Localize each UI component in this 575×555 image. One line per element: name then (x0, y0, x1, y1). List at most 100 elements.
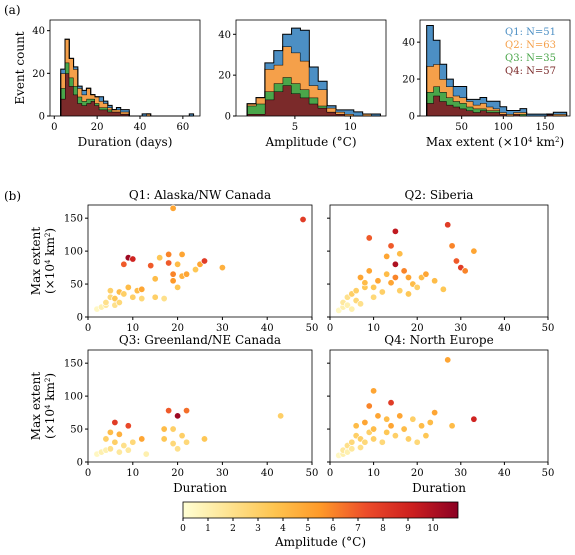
scatter-point (178, 432, 186, 440)
scatter-point (115, 299, 123, 307)
y-tick-label: 0 (77, 458, 83, 469)
panel-label-b: (b) (4, 189, 21, 203)
amplitude-histogram: 5 10 0 20 40 Amplitude (°C) (218, 19, 387, 149)
legend-entry-q3: Q3: N=35 (505, 53, 556, 64)
scatter-point (120, 290, 128, 298)
x-tick-label: 30 (216, 323, 229, 334)
x-tick-label: 0 (51, 122, 57, 133)
x-tick-label: 10 (344, 122, 357, 133)
x-axis-label: Duration (173, 481, 227, 495)
extent-histogram: 50 100 150 0 20 40 Max extent (×104 km2) (402, 19, 571, 149)
scatter-point (169, 204, 177, 212)
hist-area-q4 (60, 73, 194, 116)
x-tick-label: 0 (85, 323, 91, 334)
scatter-point (124, 446, 132, 454)
scatter-point (178, 250, 186, 258)
y-axis-label: Max extent (29, 227, 43, 296)
x-tick-label: 10 (126, 468, 139, 479)
x-tick-label: 40 (134, 122, 147, 133)
x-tick-label: 60 (176, 122, 189, 133)
scatter-point (391, 273, 399, 281)
scatter-point (348, 438, 356, 446)
scatter-point (387, 279, 395, 287)
scatter-point (409, 415, 417, 423)
scatter-point (165, 250, 173, 258)
scatter-point (400, 267, 408, 275)
scatter-point (422, 432, 430, 440)
y-tick-label: 100 (64, 392, 83, 403)
scatter-point (426, 418, 434, 426)
scatter-point (200, 435, 208, 443)
legend-entry-q4: Q4: N=57 (505, 66, 556, 77)
hist-area-q2 (426, 64, 567, 116)
scatter-point (156, 254, 164, 262)
scatter-point (348, 445, 356, 453)
panel-title: Q2: Siberia (405, 188, 474, 202)
scatter-point (151, 293, 159, 301)
scatter-point (160, 435, 168, 443)
scatter-point (174, 412, 182, 420)
scatter-point (115, 448, 123, 456)
scatter-point (142, 450, 150, 458)
scatter-point (120, 260, 128, 268)
scatter-point (448, 242, 456, 250)
colorbar-gradient (182, 501, 459, 519)
scatter-point (470, 247, 478, 255)
scatter-point (348, 305, 356, 313)
scatter-point (160, 295, 168, 303)
scatter-point (383, 428, 391, 436)
x-axis-label: Duration (412, 481, 466, 495)
hist-area-q4 (247, 85, 381, 116)
scatter-point (370, 387, 378, 395)
x-tick-label: 20 (411, 468, 424, 479)
x-tick-label: 30 (216, 468, 229, 479)
scatter-point (444, 221, 452, 229)
x-tick-label: 150 (535, 122, 554, 133)
y-tick-label: 20 (32, 69, 45, 80)
y-tick-label: 150 (64, 359, 83, 370)
hist-area-q2 (247, 46, 381, 116)
x-tick-label: 100 (494, 122, 513, 133)
y-tick-label: 50 (70, 425, 83, 436)
scatter-point (111, 438, 119, 446)
duration-histogram: 0 20 40 60 0 20 40 Duration (days) Event count (13, 19, 201, 149)
x-tick-label: 0 (85, 468, 91, 479)
scatter-point (370, 293, 378, 301)
scatter-point (183, 438, 191, 446)
hist-area-q3 (426, 86, 567, 116)
y-tick-label: 20 (218, 71, 231, 82)
scatter-point (165, 259, 173, 267)
panel-title: Q4: North Europe (384, 333, 493, 347)
scatter-point (370, 435, 378, 443)
colorbar-tick-label: 10 (427, 524, 439, 534)
x-tick-label: 10 (126, 323, 139, 334)
scatter-point (448, 422, 456, 430)
x-axis-label: Duration (days) (78, 135, 173, 149)
scatter-point (124, 422, 132, 430)
scatter-point (418, 422, 426, 430)
scatter-q2: Q2: Siberia 0 10 20 30 40 50 (327, 188, 555, 334)
scatter-point (396, 412, 404, 420)
x-tick-label: 20 (171, 468, 184, 479)
scatter-point (387, 399, 395, 407)
y-axis-unit: (×104 km2) (43, 228, 57, 294)
scatter-point (357, 300, 365, 308)
axes-frame (235, 19, 387, 117)
scatter-point (174, 283, 182, 291)
scatter-point (111, 418, 119, 426)
scatter-point (461, 267, 469, 275)
scatter-point (120, 442, 128, 450)
colorbar-tick-label: 2 (230, 524, 236, 534)
y-tick-label: 100 (64, 247, 83, 258)
y-tick-label: 20 (402, 75, 415, 86)
scatter-point (378, 288, 386, 296)
colorbar-tick-label: 9 (405, 524, 411, 534)
scatter-point (361, 438, 369, 446)
colorbar-tick-label: 5 (305, 524, 311, 534)
scatter-point (183, 407, 191, 415)
x-tick-label: 30 (454, 468, 467, 479)
y-tick-label: 40 (218, 30, 231, 41)
scatter-point (413, 283, 421, 291)
x-tick-label: 50 (542, 323, 555, 334)
legend-entry-q2: Q2: N=63 (505, 40, 556, 51)
